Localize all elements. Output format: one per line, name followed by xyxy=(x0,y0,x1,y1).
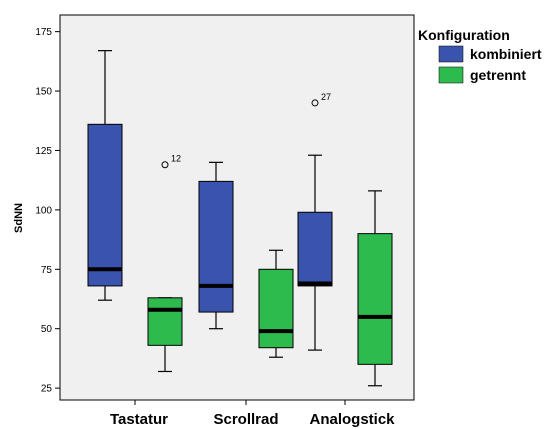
plot-area-layer: 25 50 75 100 125 150 175 Tastatur Scrollrad Analo… xyxy=(35,14,415,428)
outlier-label: 12 xyxy=(171,154,181,164)
iqr-box xyxy=(87,123,123,287)
iqr-box xyxy=(147,297,183,346)
y-tick-label: 100 xyxy=(35,205,52,216)
y-tick-label: 175 xyxy=(35,27,52,38)
box-kombiniert-analogstick: 27 xyxy=(297,92,333,351)
x-tick-label: Tastatur xyxy=(110,411,168,428)
box-getrennt-analogstick xyxy=(357,190,393,387)
outlier-point xyxy=(311,99,319,107)
box-kombiniert-scrollrad xyxy=(198,161,234,330)
iqr-box xyxy=(357,233,393,365)
y-tick-label: 150 xyxy=(35,87,52,98)
box-getrennt-scrollrad xyxy=(258,249,294,358)
y-tick-label: 125 xyxy=(35,146,52,157)
box-kombiniert-tastatur xyxy=(87,50,123,301)
y-tick-label: 25 xyxy=(41,384,53,395)
iqr-box xyxy=(258,268,294,349)
plot-frame xyxy=(59,14,415,401)
y-tick-label: 75 xyxy=(41,265,53,276)
legend-label-getrennt: getrennt xyxy=(470,67,526,83)
legend-title: Konfiguration xyxy=(418,27,510,43)
legend-swatch-getrennt xyxy=(438,66,464,84)
box-getrennt-tastatur: 12 xyxy=(147,154,183,373)
y-axis-label: SdNN xyxy=(13,203,25,233)
x-tick-label: Analogstick xyxy=(309,411,395,428)
iqr-box xyxy=(198,180,234,313)
legend-swatch-kombiniert xyxy=(438,45,464,63)
iqr-box xyxy=(297,211,333,287)
legend: kombiniert getrennt xyxy=(438,45,542,84)
outlier-point xyxy=(161,161,169,169)
legend-label-kombiniert: kombiniert xyxy=(470,46,542,62)
outlier-label: 27 xyxy=(321,92,331,102)
x-tick-label: Scrollrad xyxy=(213,411,278,428)
y-tick-label: 50 xyxy=(41,324,53,335)
